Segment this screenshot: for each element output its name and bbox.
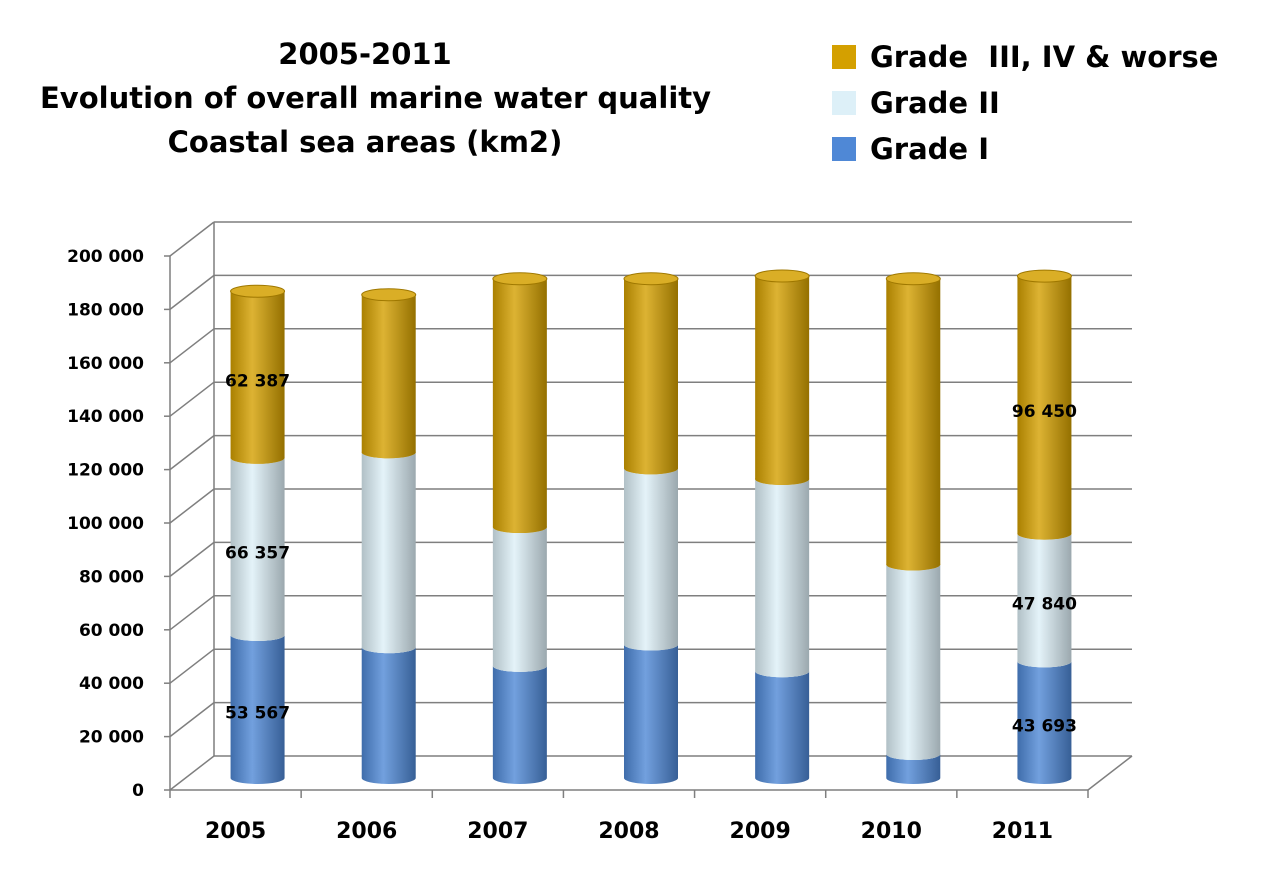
gridline-diagonal <box>169 702 215 738</box>
x-tick-label: 2010 <box>861 819 922 844</box>
gridline-diagonal <box>169 488 215 524</box>
bar-segment-body <box>361 452 416 654</box>
legend-item-grade-i: Grade I <box>832 126 1218 172</box>
bar-segment-body <box>1017 276 1072 540</box>
bar-segment-body <box>230 291 285 464</box>
gridline-diagonal <box>169 381 215 417</box>
bar-segment-top <box>1016 269 1072 283</box>
bar-segment-top <box>361 288 417 302</box>
gridline-diagonal <box>169 435 215 471</box>
bar-segment-body <box>886 278 941 571</box>
bar-grade-i-2009 <box>755 665 810 784</box>
bar-segment-body <box>755 478 810 678</box>
y-tick-label: 100 000 <box>67 514 144 534</box>
bar-segment-body <box>886 753 941 784</box>
x-tick-label: 2011 <box>992 819 1053 844</box>
chart-title-line-2: Evolution of overall marine water qualit… <box>40 81 712 115</box>
y-tick-label: 160 000 <box>67 354 144 374</box>
bar-segment-body <box>886 564 941 760</box>
bar-segment-body <box>755 671 810 784</box>
legend: Grade III, IV & worse Grade II Grade I <box>832 34 1218 172</box>
y-tick-label: 40 000 <box>79 674 144 694</box>
data-label: 62 387 <box>225 372 290 392</box>
gridline-diagonal <box>169 595 215 631</box>
gridline-diagonal <box>169 274 215 310</box>
gridline-diagonal <box>169 755 215 791</box>
data-label: 53 567 <box>225 703 290 723</box>
bar-grade-i-2008 <box>624 638 678 784</box>
bars <box>230 269 1072 785</box>
bar-segment-body <box>492 665 547 784</box>
bar-segment-body <box>230 634 285 785</box>
bar-segment-top <box>623 272 679 286</box>
bar-grade-iii-iv-worse-2008 <box>623 272 679 475</box>
bar-segment-top <box>230 284 286 298</box>
y-tick-label: 80 000 <box>79 567 144 587</box>
legend-swatch-grade-ii <box>832 91 856 115</box>
bar-grade-iii-iv-worse-2006 <box>361 288 417 459</box>
legend-swatch-grade-i <box>832 137 856 161</box>
y-tick-label: 20 000 <box>79 728 144 748</box>
bar-segment-body <box>1017 661 1072 784</box>
chart-walls <box>169 222 1133 791</box>
bar-grade-i-2006 <box>361 641 416 784</box>
bar-grade-iii-iv-worse-2010 <box>885 272 941 571</box>
x-tick-label: 2008 <box>598 819 659 844</box>
bar-segment-top <box>492 272 548 286</box>
bar-grade-ii-2008 <box>624 462 678 651</box>
y-tick-label: 0 <box>132 781 144 801</box>
legend-label: Grade II <box>870 86 1000 120</box>
bar-segment-body <box>755 276 810 485</box>
gridline <box>169 221 1132 257</box>
data-label: 96 450 <box>1012 402 1077 422</box>
bar-grade-i-2007 <box>492 659 547 784</box>
legend-label: Grade I <box>870 132 989 166</box>
bar-segment-body <box>361 647 416 784</box>
y-tick-label: 120 000 <box>67 461 144 481</box>
bar-grade-iii-iv-worse-2005 <box>230 284 286 464</box>
legend-swatch-grade-iii-iv-worse <box>832 45 856 69</box>
bar-grade-ii-2006 <box>361 446 416 654</box>
data-label: 43 693 <box>1012 717 1077 737</box>
bar-segment-body <box>1017 533 1072 668</box>
data-label: 66 357 <box>225 543 290 563</box>
bar-grade-iii-iv-worse-2009 <box>754 269 810 485</box>
bar-grade-ii-2010 <box>886 558 941 760</box>
gridline-diagonal <box>169 648 215 684</box>
y-tick-label: 180 000 <box>67 300 144 320</box>
bar-segment-body <box>230 457 285 641</box>
legend-item-grade-ii: Grade II <box>832 80 1218 126</box>
bar-grade-iii-iv-worse-2011 <box>1016 269 1072 540</box>
y-tick-label: 60 000 <box>79 621 144 641</box>
gridline-diagonal <box>169 221 215 257</box>
x-tick-label: 2005 <box>205 819 266 844</box>
bar-grade-ii-2009 <box>755 472 810 678</box>
bar-segment-body <box>624 644 678 784</box>
bar-segment-body <box>492 278 547 534</box>
chart-title-line-1: 2005-2011 <box>278 37 452 71</box>
chart-title: 2005-2011 Evolution of overall marine wa… <box>40 32 712 164</box>
gridline-diagonal <box>169 541 215 577</box>
bar-segment-top <box>754 269 810 283</box>
data-label: 47 840 <box>1012 594 1077 614</box>
bar-grade-ii-2007 <box>492 521 547 672</box>
x-tick-label: 2006 <box>336 819 397 844</box>
gridline-diagonal <box>169 328 215 364</box>
legend-item-grade-iii-iv-worse: Grade III, IV & worse <box>832 34 1218 80</box>
bar-segment-body <box>492 527 547 672</box>
x-tick-label: 2007 <box>467 819 528 844</box>
legend-label: Grade III, IV & worse <box>870 40 1219 74</box>
bar-segment-body <box>361 294 416 459</box>
bar-segment-body <box>624 468 678 651</box>
chart-title-line-3: Coastal sea areas (km2) <box>167 125 563 159</box>
y-tick-label: 140 000 <box>67 407 144 427</box>
bar-segment-top <box>885 272 941 286</box>
x-tick-label: 2009 <box>730 819 791 844</box>
y-tick-label: 200 000 <box>67 247 144 267</box>
floor-right-edge <box>1087 755 1133 791</box>
bar-segment-body <box>624 278 678 475</box>
bar-grade-iii-iv-worse-2007 <box>492 272 548 534</box>
